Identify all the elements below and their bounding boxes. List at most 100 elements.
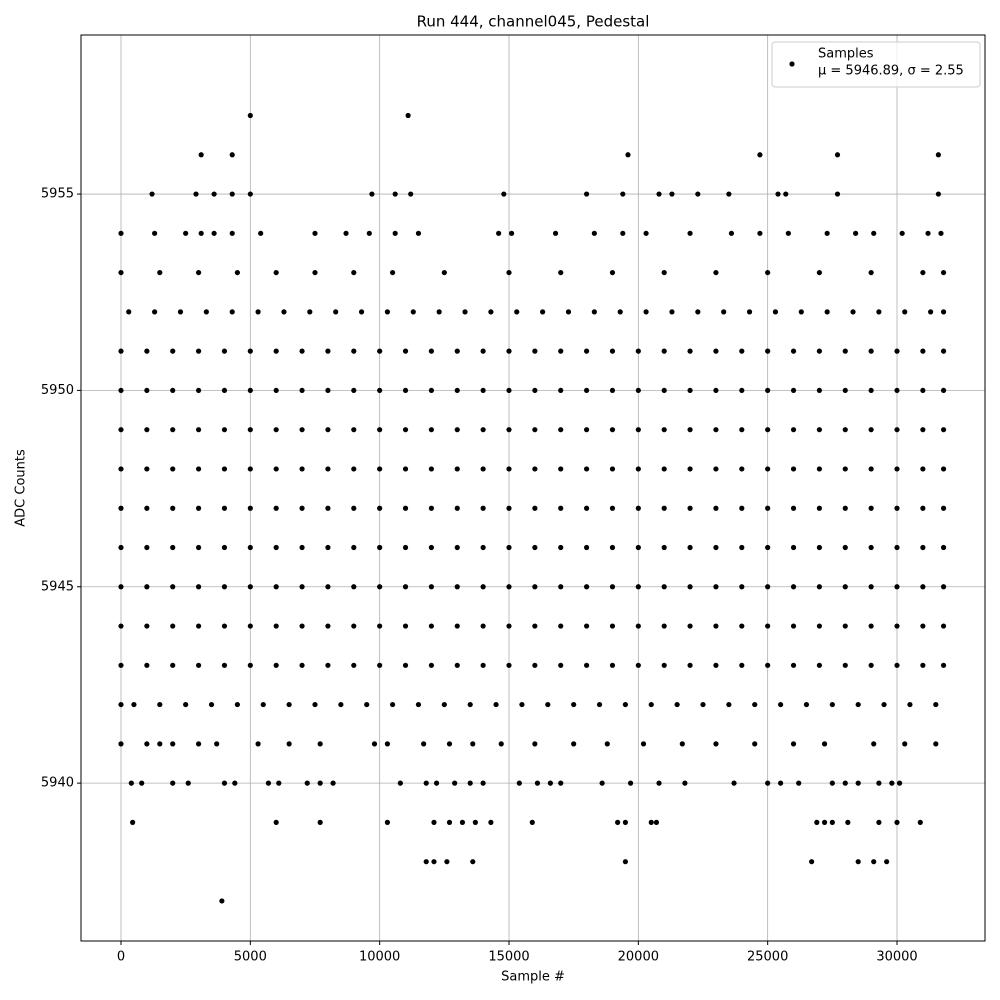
point xyxy=(286,701,292,708)
point xyxy=(816,584,822,590)
point xyxy=(532,466,538,472)
point xyxy=(402,505,409,511)
point xyxy=(842,505,848,511)
point xyxy=(452,780,458,786)
point xyxy=(480,623,486,629)
point xyxy=(765,780,771,786)
point xyxy=(599,780,605,786)
point xyxy=(558,623,564,629)
point xyxy=(232,780,238,786)
x-axis-label: Sample # xyxy=(501,970,565,985)
chart-title: Run 444, channel045, Pedestal xyxy=(417,13,650,31)
point xyxy=(583,387,590,394)
point xyxy=(408,191,414,197)
point xyxy=(273,544,279,551)
point xyxy=(790,623,797,629)
point xyxy=(312,230,318,236)
point xyxy=(446,741,453,747)
point xyxy=(829,701,835,708)
point xyxy=(441,701,447,708)
point xyxy=(687,662,693,668)
point xyxy=(853,230,859,236)
point xyxy=(868,466,874,472)
point xyxy=(552,230,559,236)
point xyxy=(728,230,735,236)
point xyxy=(635,466,641,472)
point xyxy=(351,623,357,629)
point xyxy=(661,544,667,551)
point xyxy=(299,466,305,472)
point xyxy=(765,623,771,629)
point xyxy=(389,701,396,708)
point xyxy=(428,662,434,668)
point xyxy=(821,819,828,825)
point xyxy=(255,309,261,315)
point xyxy=(170,427,176,433)
point xyxy=(894,348,900,354)
point xyxy=(894,819,900,825)
point xyxy=(118,505,124,511)
point xyxy=(765,466,771,472)
point xyxy=(247,623,253,629)
point xyxy=(824,230,830,236)
point xyxy=(842,466,848,472)
point xyxy=(152,230,158,236)
point xyxy=(415,230,422,236)
point xyxy=(508,230,515,236)
point xyxy=(130,819,136,825)
point xyxy=(772,309,779,315)
point xyxy=(790,466,797,472)
point xyxy=(144,348,150,354)
point xyxy=(234,701,240,708)
point xyxy=(436,309,442,315)
point xyxy=(661,662,667,668)
point xyxy=(700,701,706,708)
point xyxy=(871,741,877,747)
x-tick-label: 30000 xyxy=(876,950,917,965)
point xyxy=(118,623,124,629)
point xyxy=(444,859,450,865)
point xyxy=(713,544,719,551)
point xyxy=(144,623,150,629)
point xyxy=(894,623,900,629)
point xyxy=(933,741,939,747)
point xyxy=(351,544,357,551)
point xyxy=(183,701,189,708)
point xyxy=(609,466,616,472)
point xyxy=(276,780,282,786)
point xyxy=(198,230,204,236)
point xyxy=(299,662,305,668)
point xyxy=(126,309,132,315)
point xyxy=(247,584,253,590)
point xyxy=(739,544,745,551)
point xyxy=(596,701,603,708)
point xyxy=(402,348,409,354)
point xyxy=(488,309,494,315)
point xyxy=(177,309,184,315)
point xyxy=(377,544,383,551)
point xyxy=(377,623,383,629)
point xyxy=(312,701,318,708)
point xyxy=(299,623,305,629)
point xyxy=(371,741,378,747)
point xyxy=(790,584,797,590)
point xyxy=(661,466,667,472)
point xyxy=(470,859,476,865)
point xyxy=(609,623,616,629)
point xyxy=(635,584,641,590)
point xyxy=(221,427,228,433)
legend-stats: μ = 5946.89, σ = 2.55 xyxy=(818,64,964,79)
point xyxy=(790,544,797,551)
point xyxy=(351,505,357,511)
point xyxy=(713,662,719,668)
point xyxy=(583,662,590,668)
point xyxy=(118,269,124,276)
point xyxy=(377,505,383,511)
point xyxy=(144,466,150,472)
point xyxy=(785,230,791,236)
point xyxy=(221,662,228,668)
point xyxy=(855,780,861,786)
point xyxy=(713,466,719,472)
point xyxy=(198,152,204,158)
